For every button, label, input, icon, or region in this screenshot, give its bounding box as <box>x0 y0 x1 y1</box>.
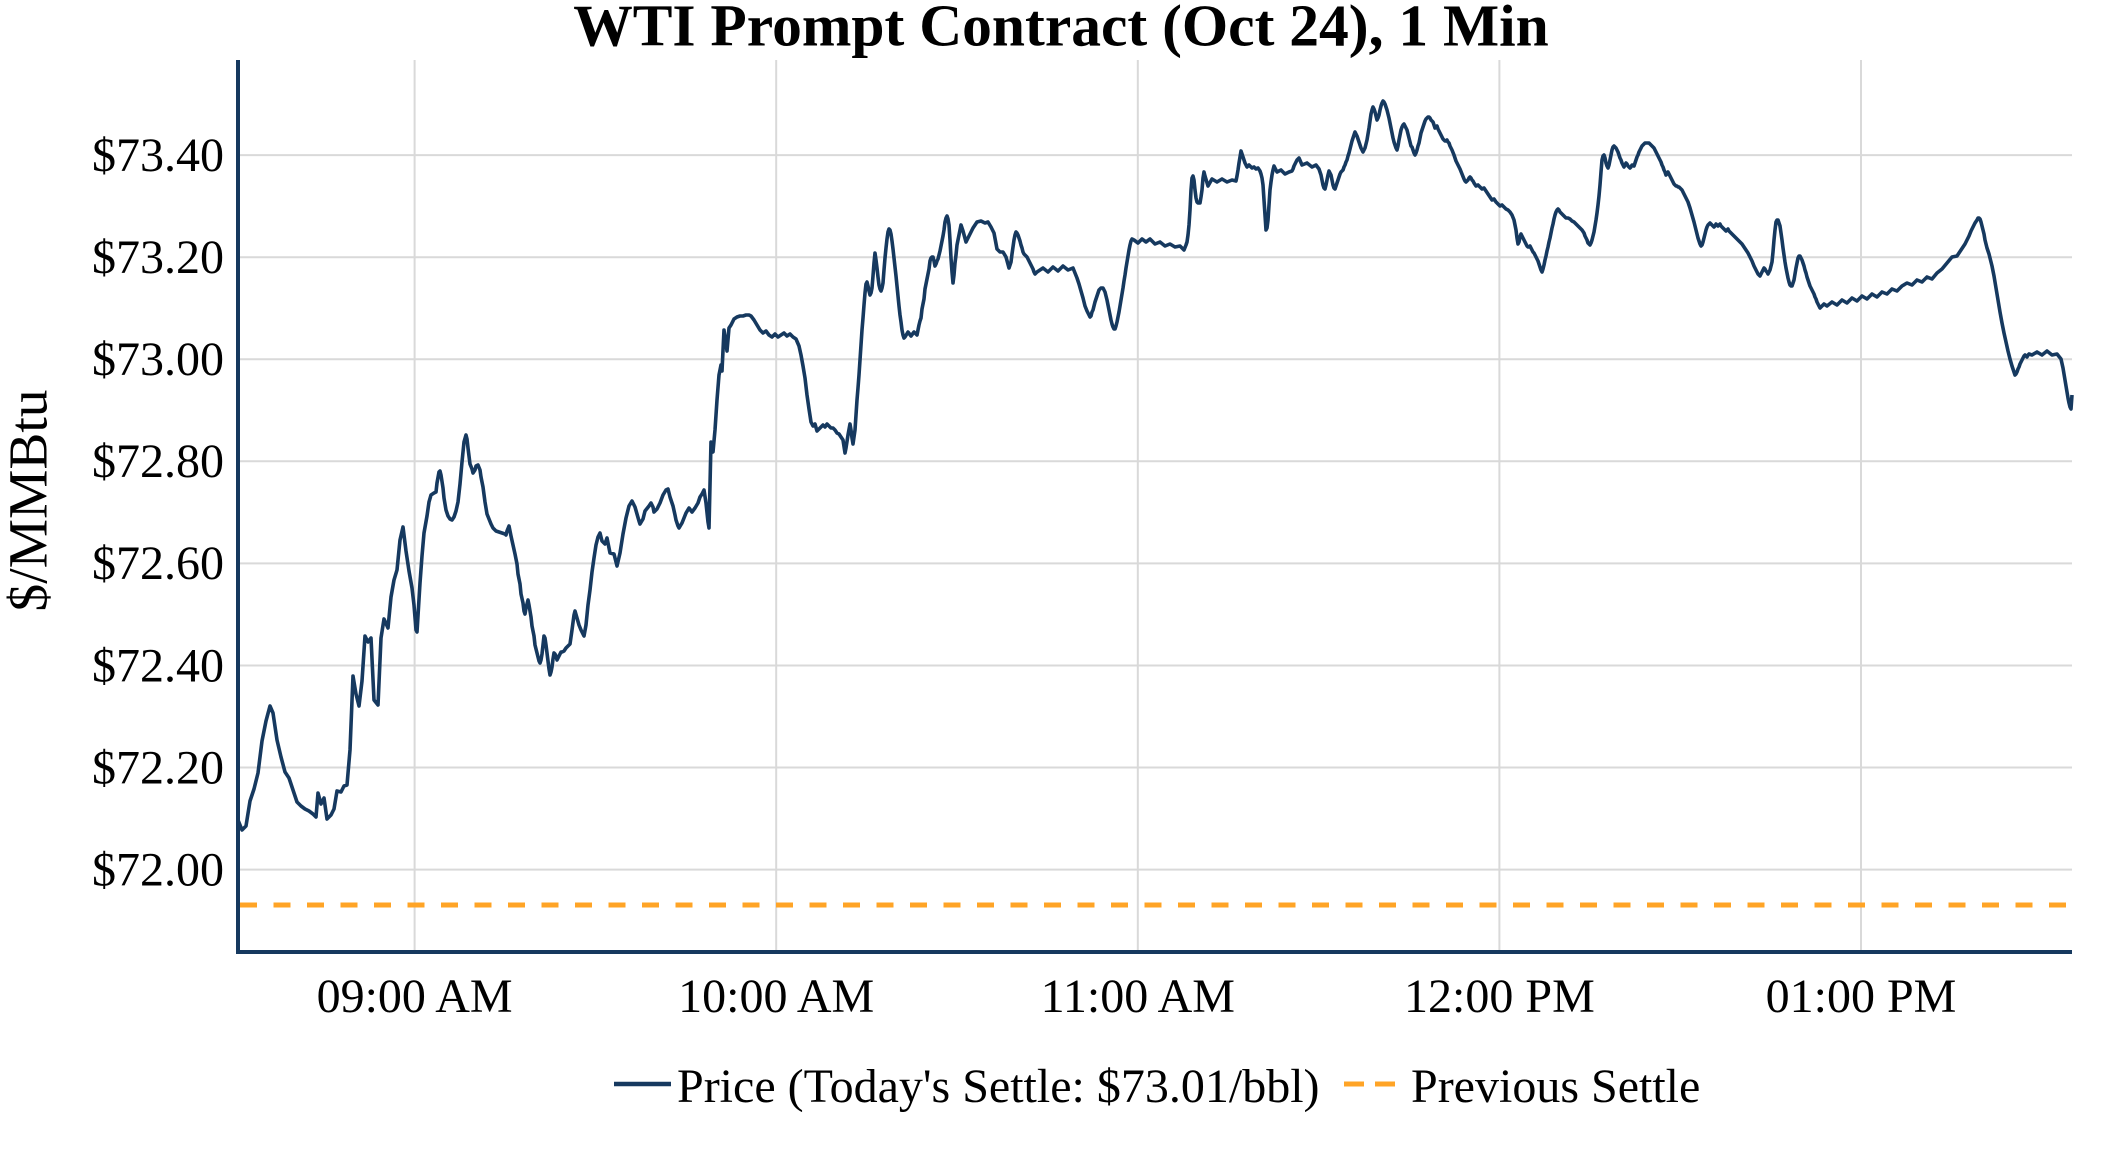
svg-text:Previous Settle: Previous Settle <box>1411 1060 1700 1113</box>
svg-text:09:00 AM: 09:00 AM <box>317 970 513 1023</box>
svg-text:11:00 AM: 11:00 AM <box>1041 970 1235 1023</box>
svg-text:$72.00: $72.00 <box>92 843 224 896</box>
svg-text:12:00 PM: 12:00 PM <box>1404 970 1595 1023</box>
svg-text:$72.60: $72.60 <box>92 537 224 590</box>
svg-text:$/MMBtu: $/MMBtu <box>0 389 60 611</box>
svg-text:$72.40: $72.40 <box>92 639 224 692</box>
svg-text:01:00 PM: 01:00 PM <box>1766 970 1957 1023</box>
svg-text:$73.40: $73.40 <box>92 129 224 182</box>
svg-text:Price (Today's Settle: $73.01/: Price (Today's Settle: $73.01/bbl) <box>677 1060 1320 1113</box>
svg-text:$72.20: $72.20 <box>92 741 224 794</box>
svg-text:$72.80: $72.80 <box>92 435 224 488</box>
svg-text:WTI Prompt Contract (Oct 24),: WTI Prompt Contract (Oct 24), 1 Min <box>573 0 1549 59</box>
svg-text:10:00 AM: 10:00 AM <box>678 970 874 1023</box>
svg-text:$73.20: $73.20 <box>92 231 224 284</box>
svg-text:$73.00: $73.00 <box>92 333 224 386</box>
